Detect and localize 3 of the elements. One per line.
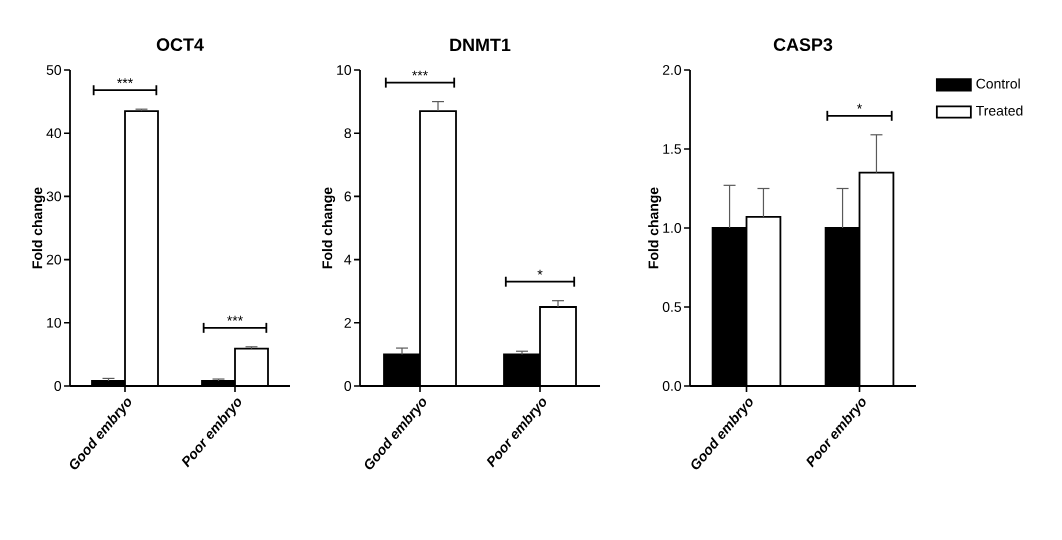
chart-title: CASP3 [773, 38, 833, 51]
chart-title: OCT4 [156, 38, 204, 52]
chart-title: DNMT1 [450, 38, 511, 51]
